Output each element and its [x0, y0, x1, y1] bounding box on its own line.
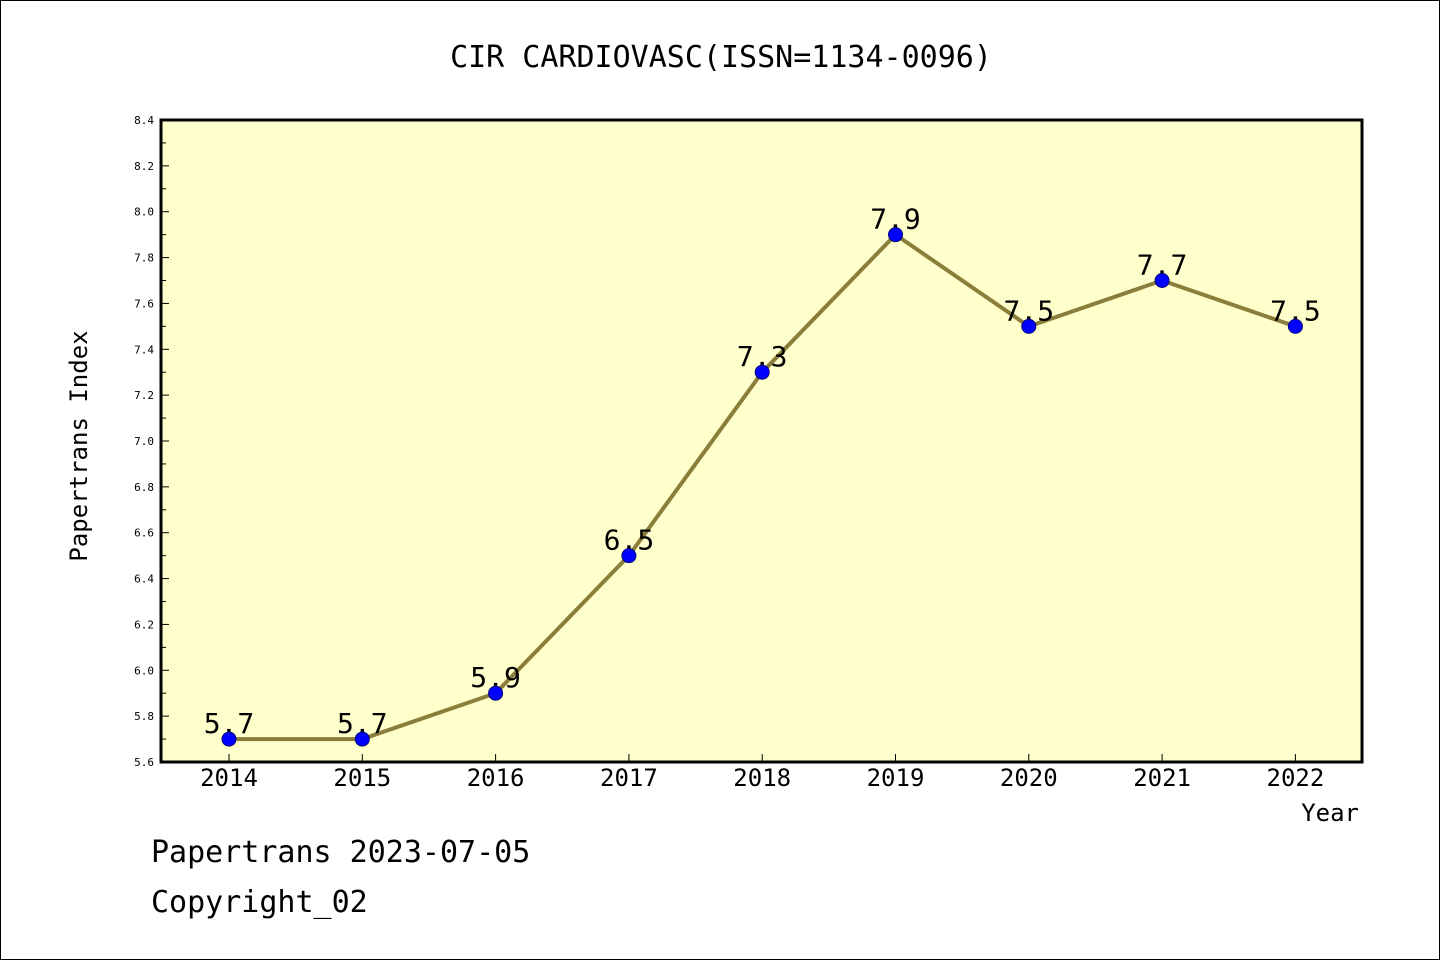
y-tick-label: 8.2: [134, 160, 154, 173]
y-tick-label: 7.8: [134, 252, 154, 265]
plot-area: [159, 118, 1364, 764]
y-tick-label: 6.6: [134, 527, 154, 540]
data-point: [488, 685, 504, 701]
data-point: [1021, 318, 1037, 334]
x-tick-label: 2014: [200, 764, 258, 792]
data-point: [221, 731, 237, 747]
x-axis-label: Year: [1301, 799, 1359, 827]
y-tick-label: 5.8: [134, 710, 154, 723]
y-tick-label: 7.2: [134, 389, 154, 402]
x-axis: 2014 2015 2016 2017 2018 2019 2020 2021 2022: [200, 754, 1324, 792]
footer-copyright: Copyright_02: [151, 885, 368, 920]
x-tick-label: 2021: [1133, 764, 1191, 792]
x-tick-label: 2018: [733, 764, 791, 792]
y-tick-label: 5.6: [134, 756, 154, 769]
data-point: [754, 364, 770, 380]
x-tick-label: 2015: [333, 764, 391, 792]
x-tick-label: 2017: [600, 764, 658, 792]
x-tick-label: 2016: [467, 764, 525, 792]
data-labels: 5.7 5.75.96.57.37.97.57.77.5: [204, 203, 1321, 740]
y-tick-label: 6.2: [134, 618, 154, 631]
y-tick-label: 7.6: [134, 297, 154, 310]
y-tick-label: 6.0: [134, 664, 154, 677]
data-point: [1154, 273, 1170, 288]
data-point: [1287, 318, 1303, 334]
y-tick-label: 8.0: [134, 206, 154, 219]
y-tick-label: 6.4: [134, 573, 154, 586]
footer-date: Papertrans 2023-07-05: [151, 835, 531, 870]
y-tick-label: 7.0: [134, 435, 154, 448]
data-point: [354, 731, 370, 747]
chart-title: CIR CARDIOVASC(ISSN=1134-0096): [450, 40, 992, 75]
y-tick-label: 6.8: [134, 481, 154, 494]
y-axis-label: Papertrans Index: [65, 330, 93, 561]
data-point: [888, 227, 903, 243]
y-axis: 5.6 5.8 6.0 6.2 6.4 6.6 6.8 7.0 7.2 7.4 7.6 7.8 8.0 8…: [134, 114, 169, 769]
x-tick-label: 2022: [1267, 764, 1325, 792]
x-tick-label: 2019: [867, 764, 925, 792]
data-point: [621, 548, 637, 564]
x-tick-label: 2020: [1000, 764, 1058, 792]
y-tick-label: 8.4: [134, 114, 154, 127]
markers: [221, 227, 1303, 747]
y-tick-label: 7.4: [134, 343, 154, 356]
